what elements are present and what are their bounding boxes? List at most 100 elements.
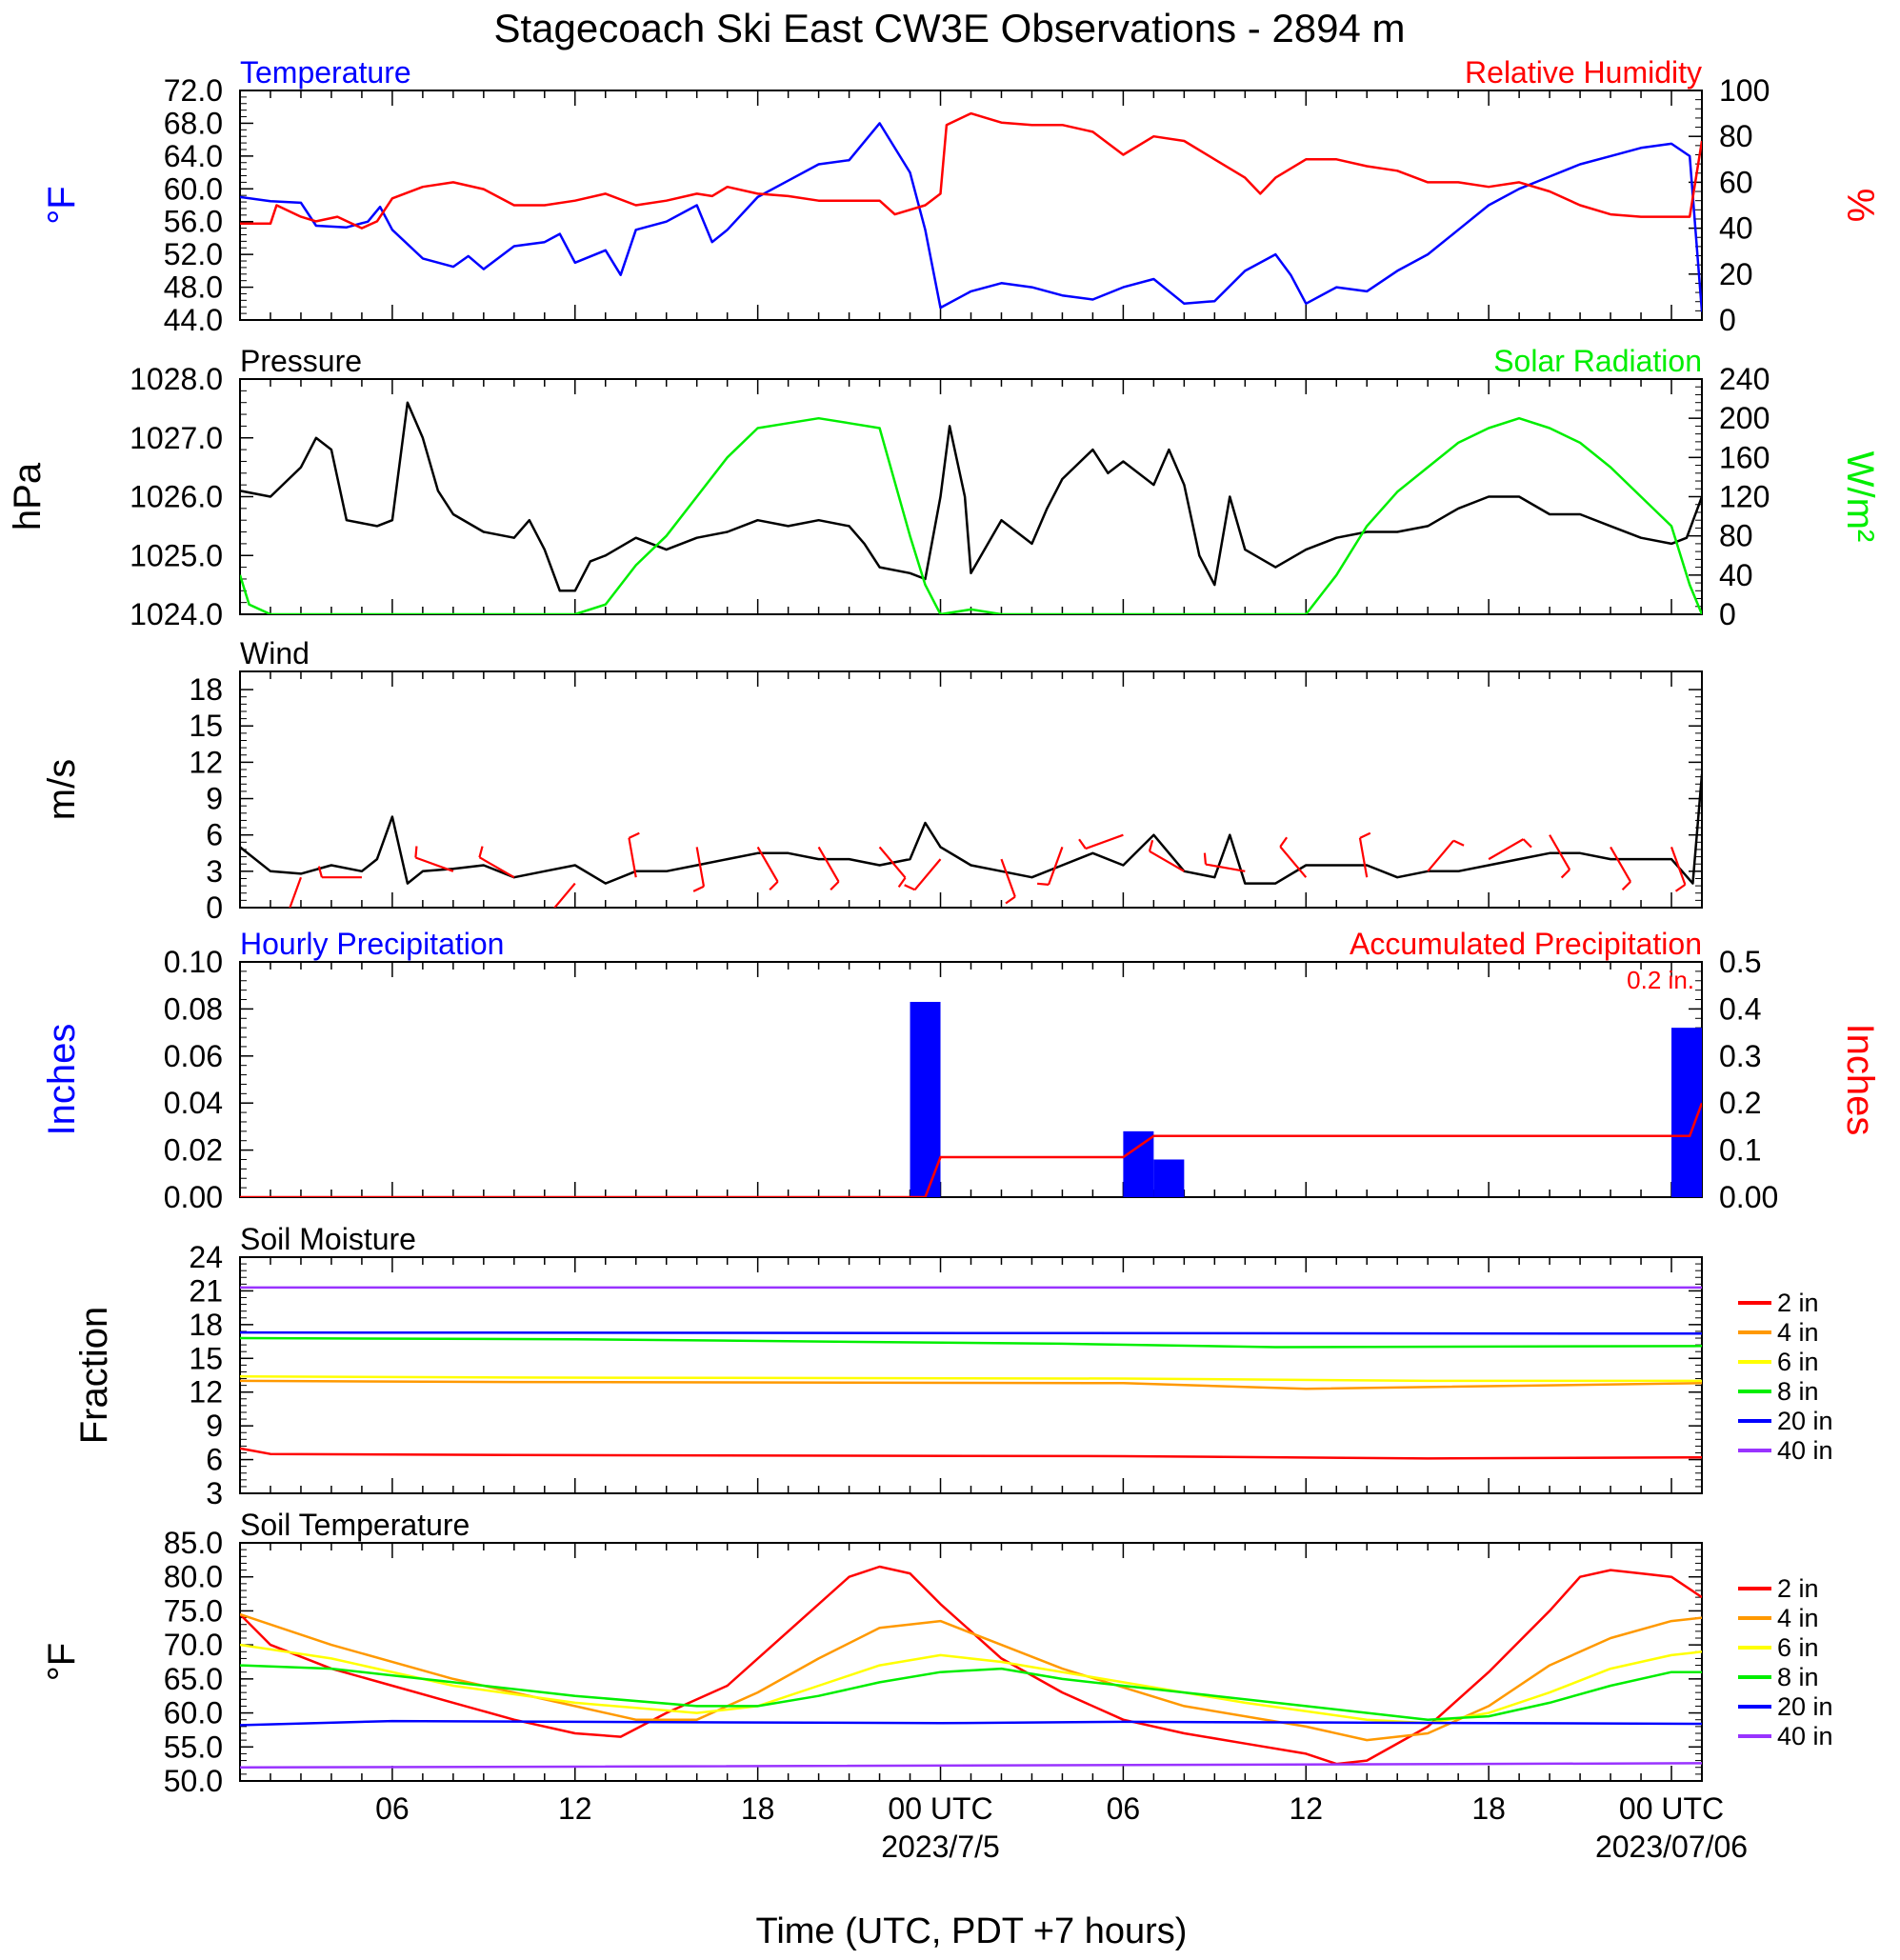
wind-barb-flag xyxy=(904,884,915,891)
accumulated-precip-line xyxy=(240,1102,1702,1197)
wind-barb xyxy=(289,876,302,908)
y-tick-label: 70.0 xyxy=(164,1628,223,1662)
y-tick-label: 65.0 xyxy=(164,1662,223,1696)
y-tick-label: 44.0 xyxy=(164,303,223,337)
wind-barb xyxy=(756,846,779,883)
y-tick-label: 21 xyxy=(189,1273,223,1308)
panel-title-left: Wind xyxy=(240,636,310,670)
plot-frame xyxy=(239,90,1703,321)
wind-barb-flag xyxy=(414,846,418,858)
series-line-4in xyxy=(240,1612,1702,1742)
chart-title: Stagecoach Ski East CW3E Observations - … xyxy=(493,6,1405,50)
legend-entry: 2 in xyxy=(1777,1289,1819,1317)
y-tick-label: 0 xyxy=(206,890,223,925)
wind-barb xyxy=(878,846,907,879)
wind-barb xyxy=(1488,838,1525,861)
wind-barb xyxy=(695,847,706,887)
series-line-40in xyxy=(240,1762,1702,1769)
y-tick-label: 0.04 xyxy=(164,1086,223,1120)
panel-title-left: Temperature xyxy=(240,55,411,90)
wind-barb-flag xyxy=(1203,852,1208,865)
wind-barb-flag xyxy=(1279,836,1289,848)
wind-barb xyxy=(1279,846,1308,878)
y-axis-label-right: % xyxy=(1839,189,1881,223)
y-right-tick-label: 120 xyxy=(1719,480,1770,514)
legend-entry: 8 in xyxy=(1777,1663,1819,1691)
series-line-green xyxy=(240,416,1702,614)
chart-panels: 44.048.052.056.060.064.068.072.002040608… xyxy=(7,55,1881,1864)
y-tick-label: 0.06 xyxy=(164,1039,223,1073)
y-axis-label-left: °F xyxy=(41,186,83,224)
series-line-black xyxy=(240,401,1702,592)
series-line-8in xyxy=(240,1336,1702,1349)
wind-barb-flag xyxy=(1522,838,1532,849)
wind-barb xyxy=(1048,847,1064,886)
wind-barb xyxy=(1149,850,1185,872)
wind-barb-flag xyxy=(1621,881,1631,891)
y-tick-label: 60.0 xyxy=(164,1696,223,1730)
y-right-tick-label: 0.3 xyxy=(1719,1039,1761,1073)
y-axis-label-left: Fraction xyxy=(73,1307,115,1445)
y-axis-label-left: hPa xyxy=(7,462,49,530)
x-tick-label: 12 xyxy=(558,1791,592,1826)
legend-entry: 4 in xyxy=(1777,1604,1819,1632)
y-tick-label: 52.0 xyxy=(164,237,223,271)
wind-barb xyxy=(552,882,576,908)
wind-barb-flag xyxy=(1560,869,1570,879)
y-right-tick-label: 240 xyxy=(1719,362,1770,396)
x-tick-label: 00 UTC xyxy=(888,1791,992,1826)
plot-area xyxy=(240,401,1702,614)
wind-barb-flag xyxy=(1037,882,1050,886)
y-tick-label: 24 xyxy=(189,1240,223,1274)
wind-barb xyxy=(1670,847,1687,886)
series-line-2in xyxy=(240,1447,1702,1460)
y-tick-label: 48.0 xyxy=(164,270,223,305)
series-line-8in xyxy=(240,1664,1702,1721)
wind-barb xyxy=(1427,839,1455,872)
wind-barb-flag xyxy=(1005,895,1016,905)
plot-frame xyxy=(239,1542,1703,1782)
x-tick-label: 06 xyxy=(375,1791,410,1826)
y-tick-label: 55.0 xyxy=(164,1730,223,1764)
plot-area xyxy=(240,111,1702,312)
wind-barb xyxy=(1085,833,1124,850)
wind-barb-flag xyxy=(539,910,550,914)
wind-barb xyxy=(628,837,637,878)
wind-barb-flag xyxy=(897,876,907,889)
x-date-label: 2023/07/06 xyxy=(1595,1830,1748,1864)
panel-title-right: Relative Humidity xyxy=(1465,55,1702,90)
y-axis-label-left: m/s xyxy=(41,759,83,820)
panel-title-left: Soil Temperature xyxy=(240,1508,470,1542)
y-right-tick-label: 80 xyxy=(1719,519,1753,553)
x-tick-label: 18 xyxy=(741,1791,775,1826)
y-right-tick-label: 200 xyxy=(1719,401,1770,435)
precip-bar xyxy=(1671,1028,1702,1197)
precip-bar xyxy=(1153,1159,1185,1197)
plot-area xyxy=(240,1001,1702,1197)
y-tick-label: 15 xyxy=(189,709,223,743)
legend-entry: 40 in xyxy=(1777,1436,1833,1465)
y-tick-label: 50.0 xyxy=(164,1764,223,1798)
y-tick-label: 56.0 xyxy=(164,205,223,239)
series-line-blue xyxy=(240,122,1702,312)
y-right-tick-label: 0.4 xyxy=(1719,991,1761,1026)
y-right-tick-label: 0.2 xyxy=(1719,1086,1761,1120)
wind-barb xyxy=(1549,834,1571,870)
y-tick-label: 9 xyxy=(206,1409,223,1443)
wind-barb-flag xyxy=(478,846,484,858)
legend-entry: 2 in xyxy=(1777,1574,1819,1603)
y-axis-label-right: Inches xyxy=(1839,1024,1881,1136)
wind-barb-flag xyxy=(692,885,705,892)
wind-barb-flag xyxy=(1452,839,1465,847)
wind-barb xyxy=(478,856,515,879)
legend-entry: 20 in xyxy=(1777,1692,1833,1721)
y-tick-label: 72.0 xyxy=(164,73,223,108)
y-right-tick-label: 160 xyxy=(1719,440,1770,474)
series-line-2in xyxy=(240,1565,1702,1766)
wind-barb-flag xyxy=(769,881,779,891)
y-tick-label: 60.0 xyxy=(164,171,223,206)
wind-barb xyxy=(913,858,942,891)
